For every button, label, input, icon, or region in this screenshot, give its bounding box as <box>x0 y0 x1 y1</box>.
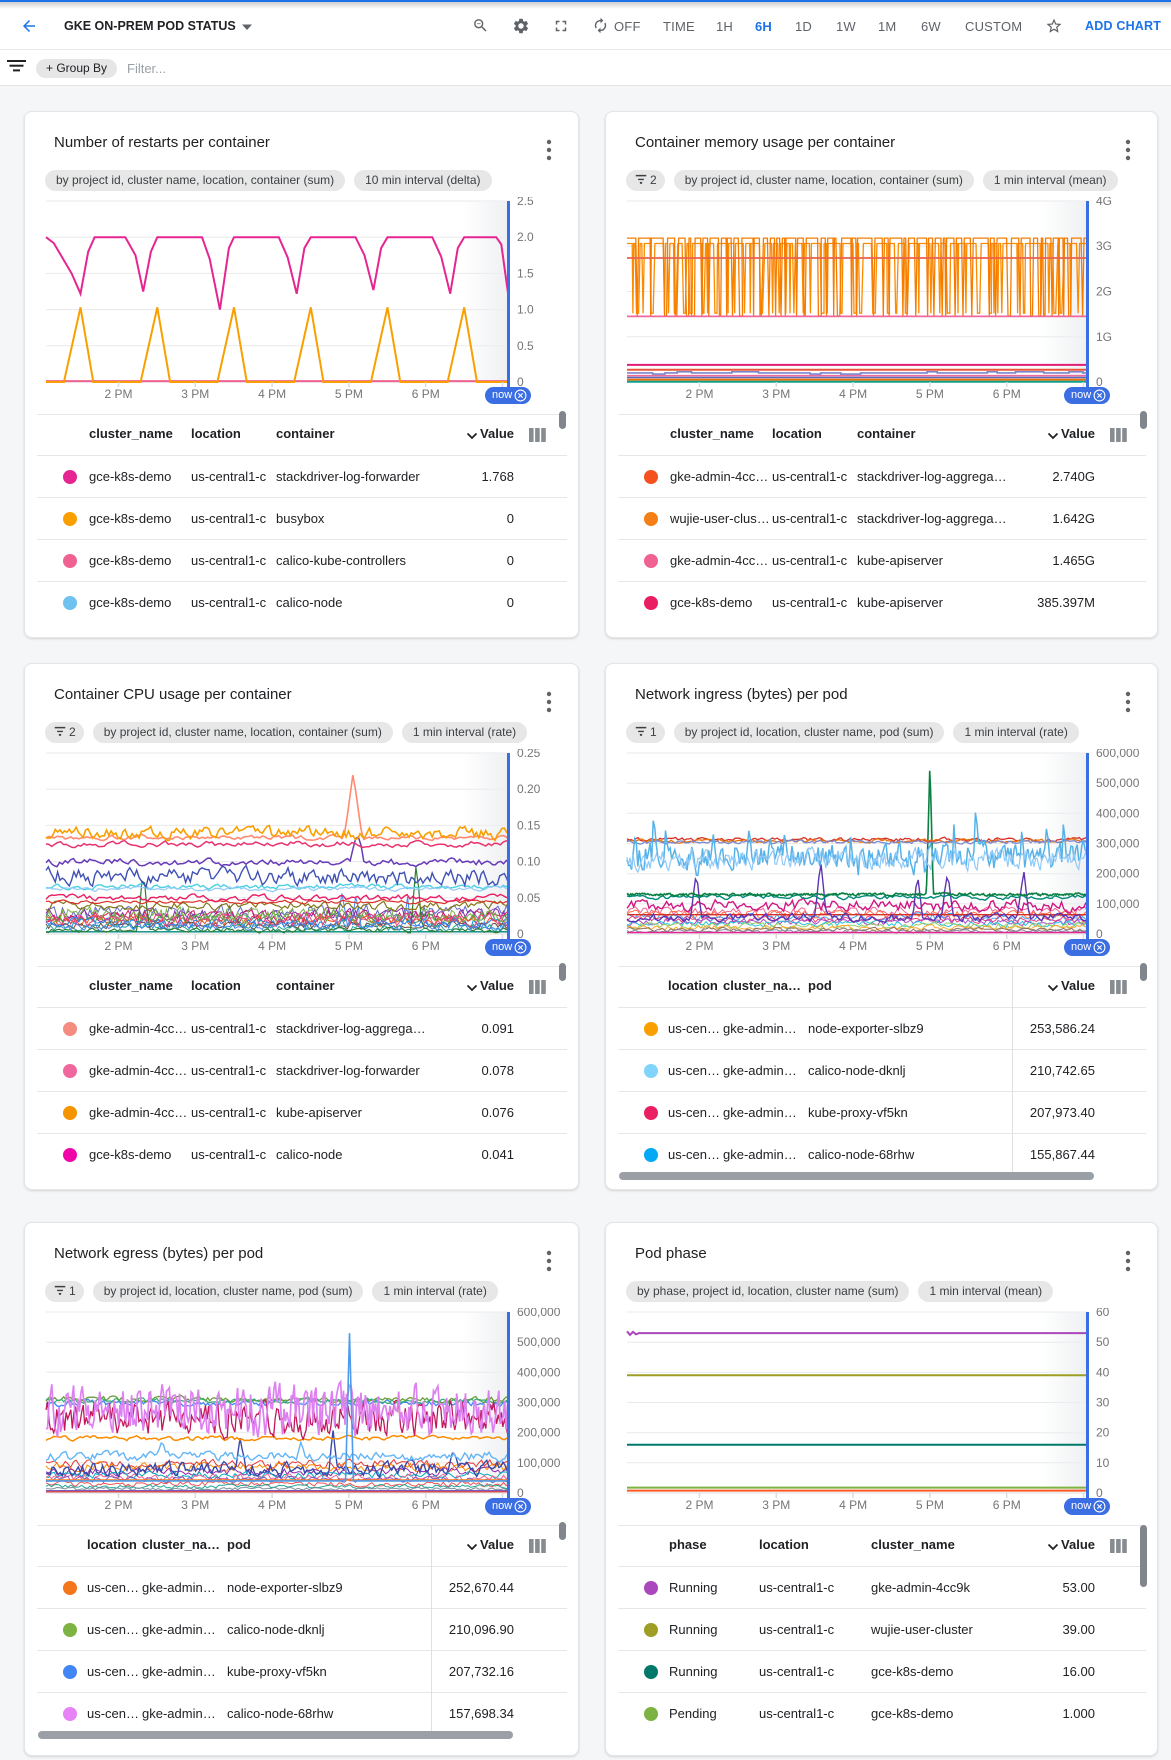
svg-text:3G: 3G <box>1096 239 1112 253</box>
svg-text:4 PM: 4 PM <box>258 387 286 401</box>
svg-text:3 PM: 3 PM <box>762 387 790 401</box>
svg-text:2 PM: 2 PM <box>685 387 713 401</box>
svg-text:2.5: 2.5 <box>517 197 534 208</box>
svg-text:3 PM: 3 PM <box>762 939 790 953</box>
svg-text:2 PM: 2 PM <box>104 1498 132 1512</box>
svg-text:200,000: 200,000 <box>517 1426 561 1440</box>
svg-text:60: 60 <box>1096 1308 1110 1319</box>
svg-text:6 PM: 6 PM <box>993 939 1021 953</box>
svg-text:10: 10 <box>1096 1456 1110 1470</box>
svg-text:100,000: 100,000 <box>1096 897 1140 911</box>
svg-text:50: 50 <box>1096 1335 1110 1349</box>
svg-text:0.15: 0.15 <box>517 818 541 832</box>
svg-text:4G: 4G <box>1096 197 1112 208</box>
svg-text:2 PM: 2 PM <box>685 1498 713 1512</box>
svg-text:2 PM: 2 PM <box>104 387 132 401</box>
svg-text:500,000: 500,000 <box>517 1335 561 1349</box>
svg-text:2 PM: 2 PM <box>685 939 713 953</box>
svg-text:600,000: 600,000 <box>1096 749 1140 760</box>
svg-text:5 PM: 5 PM <box>335 1498 363 1512</box>
svg-text:0: 0 <box>1096 927 1103 941</box>
svg-text:0: 0 <box>517 375 524 389</box>
svg-text:0: 0 <box>1096 375 1103 389</box>
svg-text:500,000: 500,000 <box>1096 776 1140 790</box>
svg-text:5 PM: 5 PM <box>335 939 363 953</box>
svg-text:6 PM: 6 PM <box>993 1498 1021 1512</box>
svg-text:6 PM: 6 PM <box>412 1498 440 1512</box>
svg-text:6 PM: 6 PM <box>412 939 440 953</box>
svg-text:4 PM: 4 PM <box>839 387 867 401</box>
svg-text:5 PM: 5 PM <box>916 1498 944 1512</box>
svg-text:0.05: 0.05 <box>517 891 541 905</box>
svg-text:6 PM: 6 PM <box>993 387 1021 401</box>
svg-text:4 PM: 4 PM <box>839 1498 867 1512</box>
svg-text:200,000: 200,000 <box>1096 867 1140 881</box>
svg-text:40: 40 <box>1096 1365 1110 1379</box>
svg-text:0: 0 <box>517 1486 524 1500</box>
svg-text:100,000: 100,000 <box>517 1456 561 1470</box>
svg-text:4 PM: 4 PM <box>258 1498 286 1512</box>
svg-text:1.5: 1.5 <box>517 266 534 280</box>
svg-text:2 PM: 2 PM <box>104 939 132 953</box>
svg-text:5 PM: 5 PM <box>916 387 944 401</box>
svg-text:3 PM: 3 PM <box>181 939 209 953</box>
svg-text:400,000: 400,000 <box>1096 806 1140 820</box>
svg-text:5 PM: 5 PM <box>335 387 363 401</box>
svg-text:0: 0 <box>1096 1486 1103 1500</box>
svg-text:20: 20 <box>1096 1426 1110 1440</box>
svg-text:1G: 1G <box>1096 330 1112 344</box>
svg-text:0: 0 <box>517 927 524 941</box>
svg-text:2.0: 2.0 <box>517 230 534 244</box>
svg-text:400,000: 400,000 <box>517 1365 561 1379</box>
svg-text:30: 30 <box>1096 1396 1110 1410</box>
svg-text:0.5: 0.5 <box>517 339 534 353</box>
svg-text:4 PM: 4 PM <box>839 939 867 953</box>
svg-text:0.10: 0.10 <box>517 855 541 869</box>
svg-text:1.0: 1.0 <box>517 303 534 317</box>
svg-text:3 PM: 3 PM <box>181 1498 209 1512</box>
svg-text:600,000: 600,000 <box>517 1308 561 1319</box>
svg-text:3 PM: 3 PM <box>762 1498 790 1512</box>
svg-text:5 PM: 5 PM <box>916 939 944 953</box>
svg-text:0.25: 0.25 <box>517 749 541 760</box>
svg-text:4 PM: 4 PM <box>258 939 286 953</box>
svg-text:0.20: 0.20 <box>517 782 541 796</box>
svg-text:300,000: 300,000 <box>517 1396 561 1410</box>
svg-text:6 PM: 6 PM <box>412 387 440 401</box>
svg-text:300,000: 300,000 <box>1096 837 1140 851</box>
svg-text:2G: 2G <box>1096 285 1112 299</box>
svg-text:3 PM: 3 PM <box>181 387 209 401</box>
